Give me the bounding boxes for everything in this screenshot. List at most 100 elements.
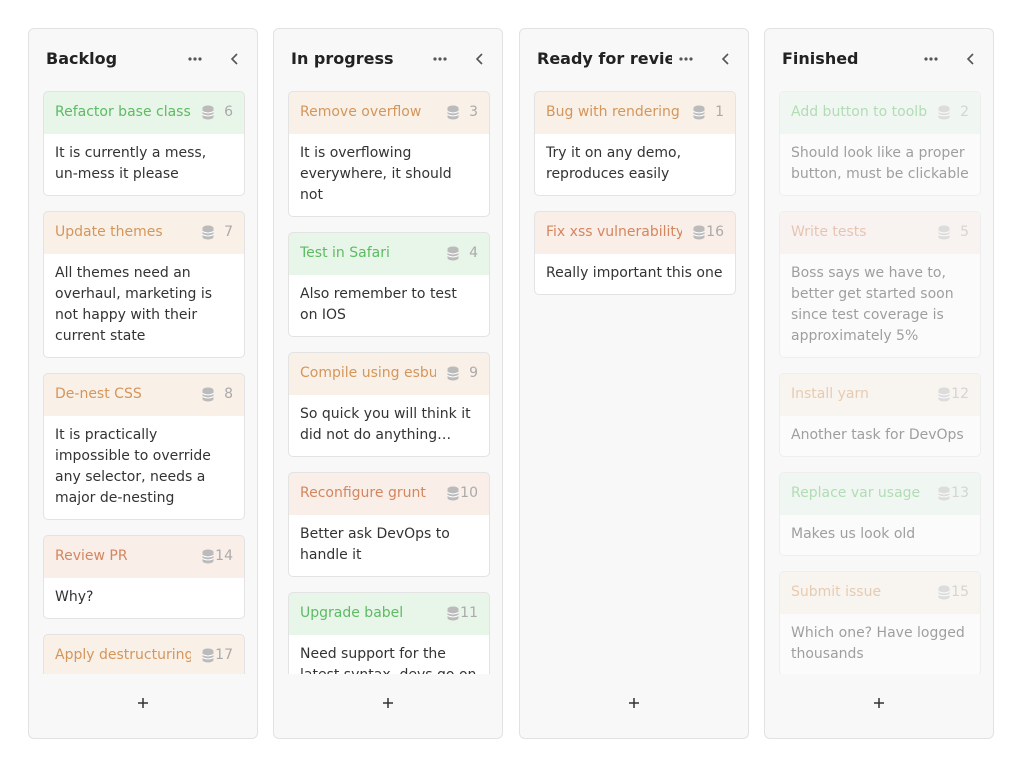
storage-icon	[447, 246, 459, 265]
task-card[interactable]: Upgrade babel 11 Need support for the late…	[288, 592, 490, 674]
card-header: Add button to toolbar 2	[780, 92, 980, 134]
collapse-button[interactable]	[719, 51, 731, 70]
card-description: It is overflowing everywhere, it should …	[300, 145, 452, 203]
task-card[interactable]: Replace var usage 13 Makes us look old	[779, 472, 981, 556]
collapse-button[interactable]	[473, 51, 485, 70]
column-title: In progress	[291, 49, 394, 68]
card-description: Should look like a proper button, must b…	[791, 145, 969, 182]
task-card[interactable]: Install yarn 12 Another task for DevOps	[779, 373, 981, 457]
collapse-button[interactable]	[964, 51, 976, 70]
card-header: Bug with rendering 1	[535, 92, 735, 134]
card-header: Compile using esbuild 9	[289, 353, 489, 395]
card-list: Bug with rendering 1 Try it on any demo, r…	[534, 91, 736, 674]
task-card[interactable]: Bug with rendering 1 Try it on any demo, r…	[534, 91, 736, 196]
add-card-button[interactable]	[137, 694, 149, 713]
task-card[interactable]: Write tests 5 Boss says we have to, better…	[779, 211, 981, 358]
card-number: 15	[951, 584, 969, 600]
task-card[interactable]: Review PR 14 Why?	[43, 535, 245, 619]
task-card[interactable]: Remove overflow 3 It is overflowing everyw…	[288, 91, 490, 217]
card-description: All themes need an overhaul, marketing i…	[55, 265, 213, 344]
card-header: Test in Safari 4	[289, 233, 489, 275]
storage-icon-glyph	[202, 387, 214, 402]
card-header-tint	[780, 572, 980, 614]
add-card-button[interactable]	[873, 694, 885, 713]
card-title: Add button to toolbar	[791, 104, 927, 120]
collapse-button[interactable]	[228, 51, 240, 70]
card-header: Apply destructuring 17	[44, 635, 244, 674]
card-title: Submit issue	[791, 584, 882, 600]
task-card[interactable]: Add button to toolbar 2 Should look like a…	[779, 91, 981, 196]
add-card-button-glyph	[629, 698, 639, 708]
storage-icon	[693, 225, 705, 244]
card-number: 9	[469, 365, 478, 381]
card-list: Remove overflow 3 It is overflowing everyw…	[288, 91, 490, 674]
add-card-button[interactable]	[628, 694, 640, 713]
task-card[interactable]: Apply destructuring 17	[43, 634, 245, 674]
card-header: Replace var usage 13	[780, 473, 980, 515]
card-number: 5	[960, 224, 969, 240]
storage-icon-glyph	[693, 105, 705, 120]
storage-icon	[938, 486, 950, 505]
column-menu-button-glyph	[924, 57, 938, 61]
task-card[interactable]: De-nest CSS 8 It is practically impossible…	[43, 373, 245, 520]
card-header: Remove overflow 3	[289, 92, 489, 134]
card-number: 16	[706, 224, 724, 240]
storage-icon-glyph	[693, 225, 705, 240]
card-header-tint	[780, 92, 980, 134]
add-card-button-glyph	[874, 698, 884, 708]
card-description: So quick you will think it did not do an…	[300, 406, 471, 443]
task-card[interactable]: Fix xss vulnerability 16 Really important …	[534, 211, 736, 295]
storage-icon	[202, 225, 214, 244]
task-card[interactable]: Test in Safari 4 Also remember to test on …	[288, 232, 490, 337]
card-header: De-nest CSS 8	[44, 374, 244, 416]
add-card-button[interactable]	[382, 694, 394, 713]
card-title: Bug with rendering	[546, 104, 680, 120]
card-header: Review PR 14	[44, 536, 244, 578]
card-title: Remove overflow	[300, 104, 422, 120]
storage-icon	[938, 105, 950, 124]
card-header: Write tests 5	[780, 212, 980, 254]
storage-icon	[938, 585, 950, 604]
column: In progress Remove overflow 3 It is overflo…	[273, 28, 503, 739]
storage-icon-glyph	[447, 366, 459, 381]
card-list: Add button to toolbar 2 Should look like a…	[779, 91, 981, 674]
collapse-button-glyph	[966, 53, 974, 65]
task-card[interactable]: Reconfigure grunt 10 Better ask DevOps to …	[288, 472, 490, 577]
card-title: Update themes	[55, 224, 163, 240]
storage-icon-glyph	[202, 549, 214, 564]
card-description: Makes us look old	[791, 526, 916, 542]
task-card[interactable]: Refactor base class 6 It is currently a me…	[43, 91, 245, 196]
storage-icon-glyph	[938, 387, 950, 402]
card-title: Apply destructuring	[55, 647, 191, 663]
card-number: 7	[224, 224, 233, 240]
column-menu-button[interactable]	[432, 51, 448, 70]
card-description: It is currently a mess, un-mess it pleas…	[55, 145, 207, 182]
storage-icon-glyph	[447, 486, 459, 501]
storage-icon	[202, 105, 214, 124]
column-menu-button[interactable]	[923, 51, 939, 70]
card-header-tint	[780, 212, 980, 254]
add-card-button-glyph	[138, 698, 148, 708]
card-number: 4	[469, 245, 478, 261]
card-header: Install yarn 12	[780, 374, 980, 416]
task-card[interactable]: Compile using esbuild 9 So quick you will …	[288, 352, 490, 457]
card-title: Fix xss vulnerability	[546, 224, 682, 240]
card-description: Boss says we have to, better get started…	[791, 265, 954, 344]
card-number: 3	[469, 104, 478, 120]
storage-icon	[938, 225, 950, 244]
card-title: De-nest CSS	[55, 386, 142, 402]
storage-icon	[202, 648, 214, 667]
task-card[interactable]: Submit issue 15 Which one? Have logged tho…	[779, 571, 981, 674]
task-card[interactable]: Update themes 7 All themes need an overhau…	[43, 211, 245, 358]
card-number: 2	[960, 104, 969, 120]
card-number: 1	[715, 104, 724, 120]
column-menu-button[interactable]	[678, 51, 694, 70]
card-description: Really important this one	[546, 265, 723, 281]
card-description: It is practically impossible to override…	[55, 427, 211, 506]
storage-icon	[202, 387, 214, 406]
card-header: Refactor base class 6	[44, 92, 244, 134]
card-title: Refactor base class	[55, 104, 191, 120]
storage-icon-glyph	[447, 606, 459, 621]
column-menu-button[interactable]	[187, 51, 203, 70]
